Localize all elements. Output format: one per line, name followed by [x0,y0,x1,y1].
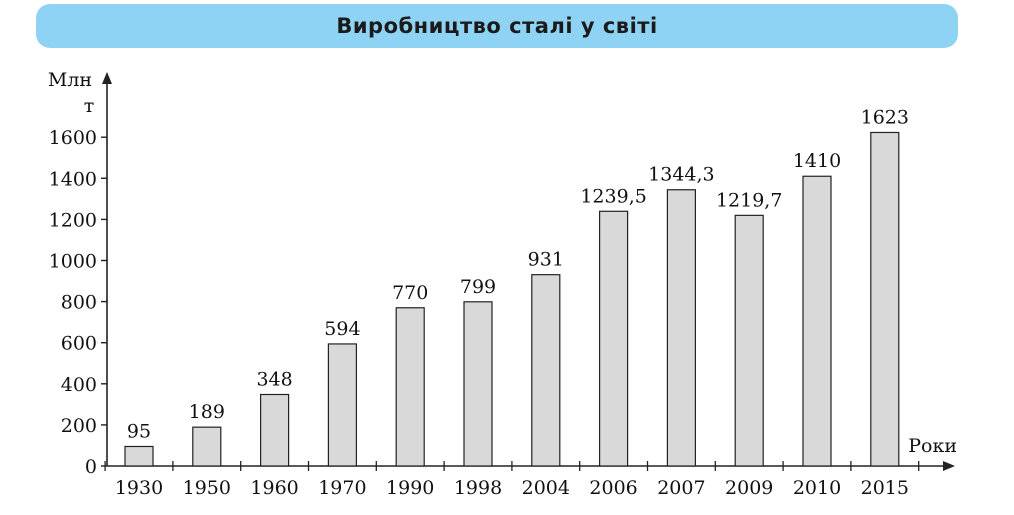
x-tick-label: 1960 [250,477,298,499]
bar-2015 [870,131,900,467]
bar-2006 [598,210,629,467]
x-tick-label: 1970 [318,477,366,499]
y-tick-label: 1000 [49,251,97,273]
data-label: 931 [528,249,564,271]
x-axis-label: Роки [908,435,957,457]
x-tick-label: 2009 [725,477,773,499]
bar-1990 [395,307,425,467]
x-tick-label: 1950 [183,477,231,499]
bar-1998 [463,301,493,467]
data-label: 1410 [793,150,841,172]
bars [124,131,900,467]
data-label: 594 [324,318,360,340]
labels: 1930 95 1950 189 1960 348 1970 594 1990 770 1998 79… [115,106,909,499]
bar-1960 [260,393,290,467]
bar-2007 [666,189,697,467]
bar-2004 [531,274,561,467]
data-label: 770 [392,282,428,304]
axes: 0 200 400 600 800 1000 1200 1400 1600 Млн т Роки [48,69,957,478]
bar-2010 [802,175,832,467]
data-label: 1239,5 [580,185,646,207]
x-tick-label: 2015 [861,477,909,499]
y-tick-label: 400 [61,374,97,396]
y-tick-label: 800 [61,292,97,314]
y-axis-label: Млн [48,69,92,91]
y-tick-label: 1200 [49,209,97,231]
y-tick-label: 200 [61,415,97,437]
data-label: 1623 [861,106,909,128]
data-label: 95 [127,420,151,442]
x-tick-label: 1930 [115,477,163,499]
x-tick-label: 2010 [793,477,841,499]
bar-2009 [734,214,764,467]
data-label: 189 [189,401,225,423]
bar-1930 [124,445,154,467]
x-tick-label: 1998 [454,477,502,499]
y-tick-label: 600 [61,333,97,355]
x-tick-label: 2006 [589,477,637,499]
y-tick-label: 1400 [49,168,97,190]
data-label: 799 [460,276,496,298]
bar-1950 [192,426,222,467]
chart-title: Виробництво сталі у світі [336,14,658,38]
x-axis-arrow [943,461,955,471]
x-tick-label: 2004 [522,477,570,499]
y-tick-label: 1600 [49,127,97,149]
y-axis-arrow [102,72,112,84]
y-axis-unit-label: т [84,95,95,117]
y-tick-label: 0 [85,456,97,478]
data-label: 348 [256,368,292,390]
data-label: 1219,7 [716,189,782,211]
bar-1970 [327,343,357,467]
chart-title-bar: Виробництво сталі у світі [36,4,958,48]
x-tick-label: 2007 [657,477,705,499]
x-tick-label: 1990 [386,477,434,499]
data-label: 1344,3 [648,164,714,186]
